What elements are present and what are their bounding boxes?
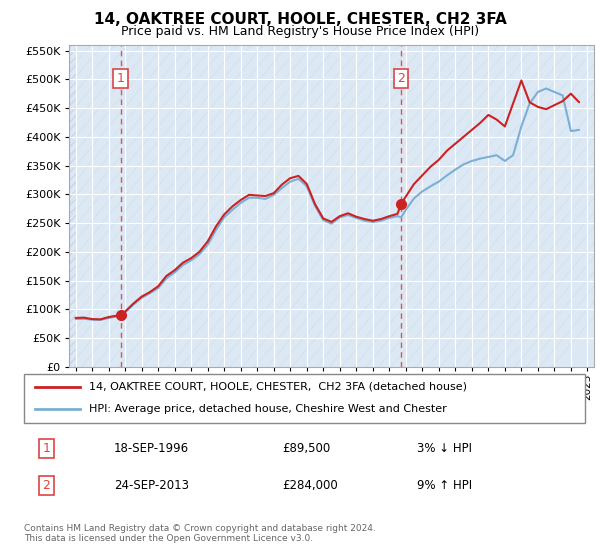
Text: HPI: Average price, detached house, Cheshire West and Chester: HPI: Average price, detached house, Ches… xyxy=(89,404,446,414)
Text: 2: 2 xyxy=(397,72,405,85)
Text: 14, OAKTREE COURT, HOOLE, CHESTER, CH2 3FA: 14, OAKTREE COURT, HOOLE, CHESTER, CH2 3… xyxy=(94,12,506,27)
Text: 24-SEP-2013: 24-SEP-2013 xyxy=(114,479,189,492)
Text: 18-SEP-1996: 18-SEP-1996 xyxy=(114,442,189,455)
Text: 1: 1 xyxy=(116,72,124,85)
Text: £284,000: £284,000 xyxy=(282,479,338,492)
Text: 1: 1 xyxy=(43,442,50,455)
FancyBboxPatch shape xyxy=(24,374,585,423)
Text: 2: 2 xyxy=(43,479,50,492)
Text: 3% ↓ HPI: 3% ↓ HPI xyxy=(416,442,472,455)
Text: 14, OAKTREE COURT, HOOLE, CHESTER,  CH2 3FA (detached house): 14, OAKTREE COURT, HOOLE, CHESTER, CH2 3… xyxy=(89,382,467,392)
Text: 9% ↑ HPI: 9% ↑ HPI xyxy=(416,479,472,492)
Text: Contains HM Land Registry data © Crown copyright and database right 2024.
This d: Contains HM Land Registry data © Crown c… xyxy=(24,524,376,543)
Text: £89,500: £89,500 xyxy=(282,442,331,455)
Text: Price paid vs. HM Land Registry's House Price Index (HPI): Price paid vs. HM Land Registry's House … xyxy=(121,25,479,38)
